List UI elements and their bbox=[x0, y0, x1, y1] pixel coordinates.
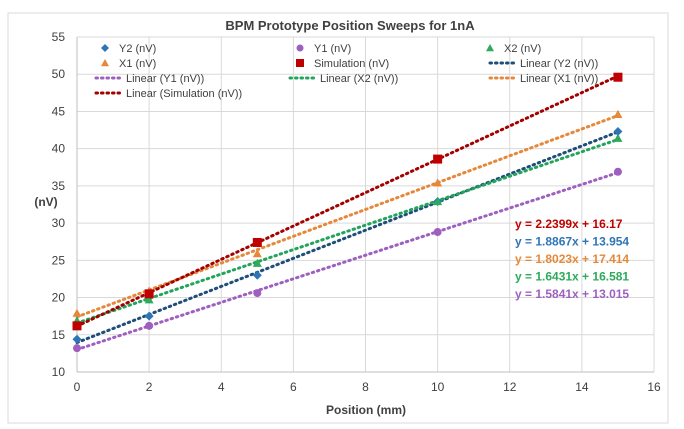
y-tick-label: 50 bbox=[52, 67, 66, 81]
x-tick-label: 0 bbox=[74, 380, 81, 394]
legend-label: Linear (X1 (nV)) bbox=[520, 73, 598, 85]
legend-label: Linear (Simulation (nV)) bbox=[126, 88, 242, 100]
legend-marker bbox=[486, 44, 494, 52]
data-point bbox=[144, 311, 154, 321]
data-point bbox=[613, 72, 623, 82]
legend-label: Linear (X2 (nV)) bbox=[320, 73, 398, 85]
y-tick-label: 25 bbox=[52, 253, 66, 267]
data-point bbox=[613, 167, 622, 176]
x-axis-label: Position (mm) bbox=[326, 403, 406, 417]
legend-label: Y1 (nV) bbox=[314, 43, 351, 55]
y-tick-label: 45 bbox=[52, 104, 66, 118]
data-point bbox=[72, 334, 82, 344]
trendline-equation: y = 1.6431x + 16.581 bbox=[515, 270, 629, 284]
y-tick-label: 15 bbox=[52, 328, 66, 342]
legend-label: Linear (Y2 (nV)) bbox=[520, 58, 598, 70]
trendline-equation: y = 2.2399x + 16.17 bbox=[515, 217, 623, 231]
x-tick-label: 2 bbox=[146, 380, 153, 394]
y-axis-label: (nV) bbox=[34, 195, 57, 209]
trendline-circle bbox=[75, 171, 620, 352]
legend-label: X2 (nV) bbox=[504, 43, 541, 55]
trendline-equation: y = 1.8867x + 13.954 bbox=[515, 235, 629, 249]
x-tick-label: 6 bbox=[290, 380, 297, 394]
data-point bbox=[433, 178, 443, 187]
data-point bbox=[433, 228, 442, 237]
chart-title: BPM Prototype Position Sweeps for 1nA bbox=[225, 18, 475, 33]
y-tick-label: 40 bbox=[52, 142, 66, 156]
axes: 10 15 20 25 30 35 40 45 50 55 0 2 4 6 8 10 12 14 16 bbox=[52, 30, 661, 394]
trendline-square bbox=[75, 74, 620, 328]
legend-marker bbox=[296, 44, 304, 52]
x-tick-label: 16 bbox=[647, 380, 661, 394]
y-tick-label: 35 bbox=[52, 179, 66, 193]
legend-label: X1 (nV) bbox=[119, 58, 156, 70]
legend-marker bbox=[296, 59, 304, 67]
data-point bbox=[72, 321, 82, 331]
trendline-triangle bbox=[75, 138, 620, 325]
x-tick-label: 12 bbox=[503, 380, 517, 394]
trendline-diamond bbox=[75, 130, 620, 345]
data-point bbox=[613, 127, 623, 137]
markers bbox=[72, 72, 623, 353]
data-point bbox=[613, 133, 623, 142]
y-tick-label: 10 bbox=[52, 365, 66, 379]
y-tick-label: 20 bbox=[52, 291, 66, 305]
legend: Y2 (nV) Y1 (nV) X2 (nV) X1 (nV) Simulation (… bbox=[94, 43, 598, 100]
data-point bbox=[252, 249, 262, 258]
legend-label: Linear (Y1 (nV)) bbox=[126, 73, 204, 85]
y-tick-label: 55 bbox=[52, 30, 66, 44]
data-point bbox=[433, 154, 443, 164]
trendlines bbox=[75, 74, 620, 352]
legend-label: Simulation (nV) bbox=[314, 58, 389, 70]
x-tick-label: 10 bbox=[431, 380, 445, 394]
data-point bbox=[73, 344, 81, 353]
data-point bbox=[145, 321, 154, 330]
chart-frame bbox=[7, 12, 669, 424]
y-tick-label: 30 bbox=[52, 216, 66, 230]
equations: y = 2.2399x + 16.17 y = 1.8867x + 13.954 y… bbox=[515, 217, 629, 301]
legend-marker bbox=[101, 59, 109, 67]
data-point bbox=[252, 270, 262, 280]
data-point bbox=[433, 197, 443, 206]
trendline-equation: y = 1.5841x + 13.015 bbox=[515, 287, 629, 301]
data-point bbox=[144, 295, 154, 304]
x-tick-label: 4 bbox=[218, 380, 225, 394]
data-point bbox=[72, 308, 82, 317]
data-point bbox=[252, 237, 262, 247]
x-tick-label: 14 bbox=[575, 380, 589, 394]
data-point bbox=[613, 109, 623, 119]
data-point bbox=[252, 258, 262, 267]
x-tick-label: 8 bbox=[362, 380, 369, 394]
legend-marker bbox=[101, 44, 109, 52]
trendline-equation: y = 1.8023x + 17.414 bbox=[515, 252, 629, 266]
data-point bbox=[253, 289, 262, 298]
legend-label: Y2 (nV) bbox=[119, 43, 156, 55]
data-point bbox=[144, 289, 154, 299]
